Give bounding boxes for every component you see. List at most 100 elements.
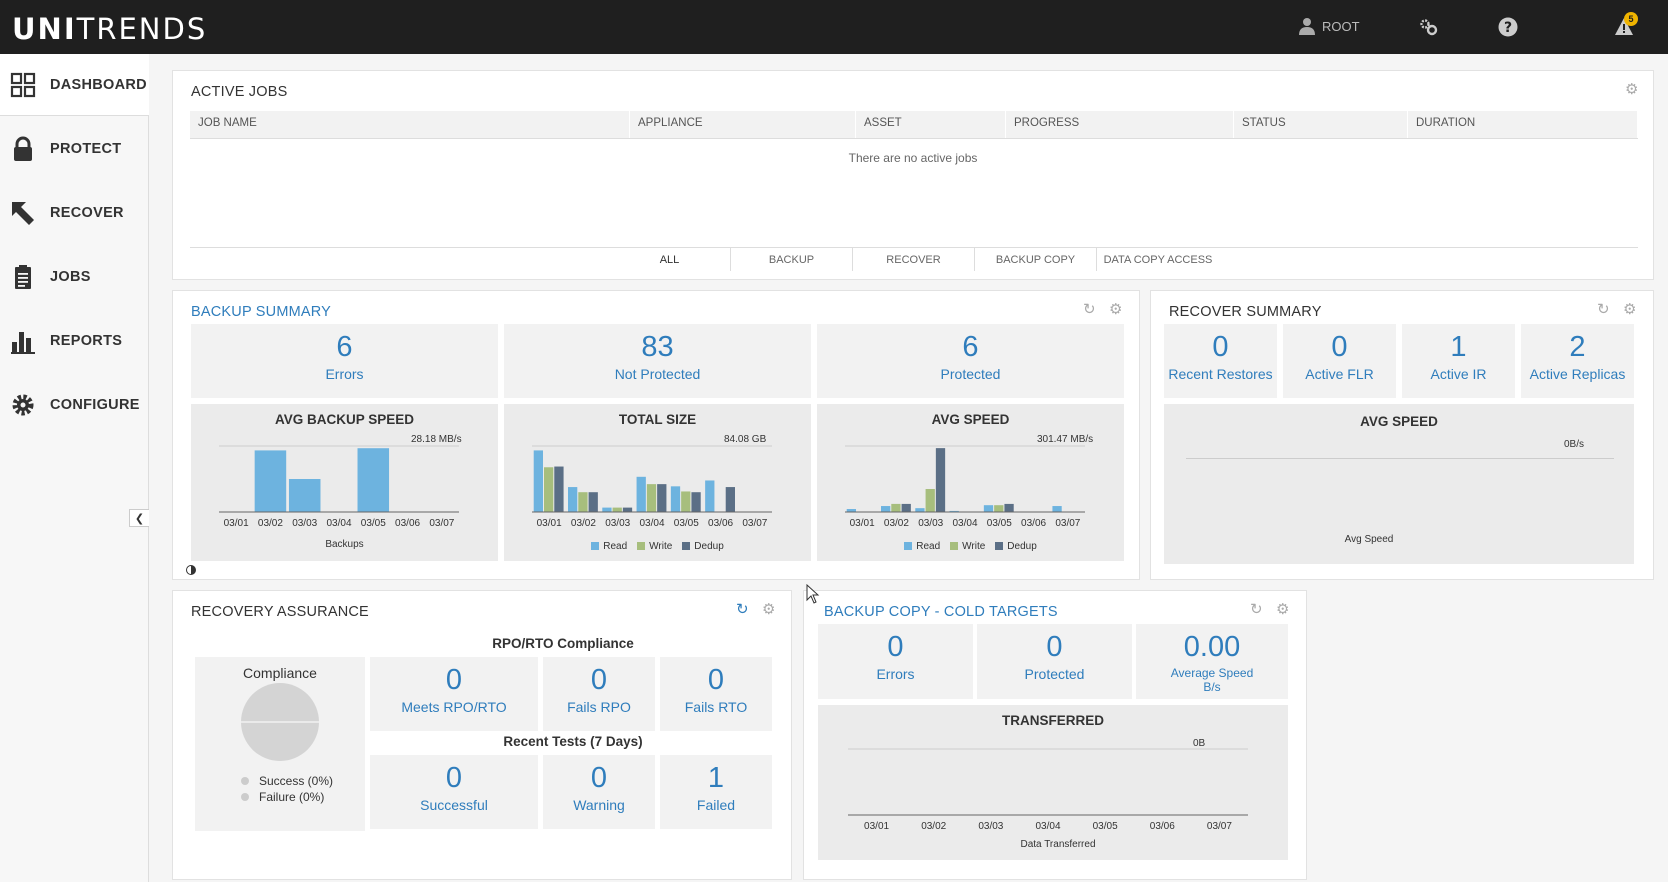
chart-bar <box>612 507 622 512</box>
clipboard-icon <box>15 265 31 289</box>
tile-label: Active Replicas <box>1529 366 1626 382</box>
sidebar-item-configure[interactable]: CONFIGURE <box>0 374 149 436</box>
column-header[interactable]: PROGRESS <box>1006 111 1234 138</box>
x-tick-label: 03/07 <box>429 518 454 529</box>
chart-bar <box>891 503 901 512</box>
chart-bar <box>935 448 946 512</box>
recover-arrow-icon <box>12 202 34 225</box>
chart-bar <box>670 486 681 512</box>
refresh-icon[interactable]: ↻ <box>1083 301 1096 318</box>
collapse-sidebar-button[interactable]: ❮ <box>129 509 149 527</box>
column-header[interactable]: DURATION <box>1408 111 1638 138</box>
x-tick-label: 03/02 <box>921 821 946 832</box>
svg-text:?: ? <box>1504 20 1512 36</box>
tab-backup[interactable]: BACKUP <box>731 248 853 271</box>
legend-success[interactable]: Success (0%) <box>241 774 333 788</box>
x-tick-label: 03/01 <box>537 518 562 529</box>
sidebar-item-dashboard[interactable]: DASHBOARD <box>0 54 149 116</box>
gear-icon[interactable]: ⚙ <box>762 601 776 618</box>
tile-label: Not Protected <box>614 366 701 382</box>
successful-tile[interactable]: 0 Successful <box>370 755 538 829</box>
total-size-chart: TOTAL SIZE 84.08 GB Read Write Dedup 03/… <box>504 404 811 561</box>
tab-data-copy-access[interactable]: DATA COPY ACCESS <box>1103 254 1213 266</box>
legend-write[interactable]: Write <box>950 541 985 552</box>
legend-failure[interactable]: Failure (0%) <box>241 790 324 804</box>
refresh-icon[interactable]: ↻ <box>1250 601 1263 618</box>
help-button[interactable]: ? <box>1498 17 1518 37</box>
errors-tile[interactable]: 6 Errors <box>191 324 498 398</box>
chart-bar <box>657 484 667 512</box>
legend-read[interactable]: Read <box>591 541 627 552</box>
tab-recover[interactable]: RECOVER <box>853 248 975 271</box>
column-header[interactable]: APPLIANCE <box>630 111 856 138</box>
gear-icon[interactable]: ⚙ <box>1625 81 1639 98</box>
compliance-pie[interactable] <box>195 657 365 831</box>
alerts-button[interactable]: 5 <box>1614 12 1638 37</box>
gear-icon[interactable]: ⚙ <box>1109 301 1123 318</box>
legend-read[interactable]: Read <box>904 541 940 552</box>
recent-restores-tile[interactable]: 0 Recent Restores <box>1164 324 1277 398</box>
x-tick-label: 03/07 <box>742 518 767 529</box>
sidebar-item-label: RECOVER <box>50 205 124 221</box>
logo-rest: TRENDS <box>76 12 208 46</box>
panel-title[interactable]: BACKUP SUMMARY <box>191 304 332 320</box>
chart-max-label: 84.08 GB <box>724 434 767 445</box>
column-header[interactable]: JOB NAME <box>190 111 630 138</box>
protected-tile[interactable]: 6 Protected <box>817 324 1124 398</box>
gear-icon[interactable]: ⚙ <box>1623 301 1637 318</box>
unitrends-logo[interactable]: UNITRENDS <box>12 12 207 46</box>
copy-protected-tile[interactable]: 0 Protected <box>977 624 1132 699</box>
legend-dedup[interactable]: Dedup <box>995 541 1037 552</box>
x-tick-label: 03/05 <box>1093 821 1118 832</box>
tab-backup-copy[interactable]: BACKUP COPY <box>975 248 1097 271</box>
chart-bar <box>681 491 691 512</box>
active-ir-tile[interactable]: 1 Active IR <box>1402 324 1515 398</box>
warning-tile[interactable]: 0 Warning <box>543 755 655 829</box>
panel-title[interactable]: BACKUP COPY - COLD TARGETS <box>824 604 1058 620</box>
copy-errors-tile[interactable]: 0 Errors <box>818 624 973 699</box>
chart-svg: 03/01 03/02 03/03 03/04 03/05 03/06 03/07 <box>845 445 1085 529</box>
settings-button[interactable] <box>1418 17 1438 37</box>
chart-svg: 03/01 03/02 03/03 03/04 03/05 03/06 03/07 <box>219 445 459 529</box>
tab-all[interactable]: ALL <box>609 248 731 271</box>
alert-icon <box>1615 18 1633 35</box>
jobs-table-header: JOB NAME APPLIANCE ASSET PROGRESS STATUS… <box>190 111 1638 139</box>
not-protected-tile[interactable]: 83 Not Protected <box>504 324 811 398</box>
tile-value: 0 <box>1212 331 1229 363</box>
fails-rto-tile[interactable]: 0 Fails RTO <box>660 657 772 731</box>
chart-svg: 03/01 03/02 03/03 03/04 03/05 03/06 03/07 <box>848 748 1248 832</box>
chart-max-label: 301.47 MB/s <box>1037 434 1094 445</box>
refresh-icon[interactable]: ↻ <box>1597 301 1610 318</box>
chart-bar <box>357 448 390 512</box>
chart-max-label: 28.18 MB/s <box>411 434 462 445</box>
column-header[interactable]: ASSET <box>856 111 1006 138</box>
fails-rpo-tile[interactable]: 0 Fails RPO <box>543 657 655 731</box>
tile-value: 0 <box>590 664 608 696</box>
failed-tile[interactable]: 1 Failed <box>660 755 772 829</box>
x-tick-label: 03/05 <box>674 518 699 529</box>
x-tick-label: 03/04 <box>1035 821 1060 832</box>
gear-icon[interactable]: ⚙ <box>1276 601 1290 618</box>
sidebar-item-recover[interactable]: RECOVER <box>0 182 149 244</box>
chart-xlabel: Data Transferred <box>1020 839 1096 850</box>
x-tick-label: 03/06 <box>395 518 420 529</box>
bar-chart-icon <box>11 332 35 354</box>
chart-max-label: 0B <box>1193 738 1206 749</box>
column-header[interactable]: STATUS <box>1234 111 1408 138</box>
tile-value: 0 <box>707 664 725 696</box>
user-menu[interactable]: ROOT <box>1298 17 1360 35</box>
active-flr-tile[interactable]: 0 Active FLR <box>1283 324 1396 398</box>
transferred-chart: TRANSFERRED 0B Data Transferred 03/01 03/… <box>818 705 1288 860</box>
sidebar-item-reports[interactable]: REPORTS <box>0 310 149 372</box>
chart-svg: 03/01 03/02 03/03 03/04 03/05 03/06 03/07 <box>532 445 772 529</box>
active-replicas-tile[interactable]: 2 Active Replicas <box>1521 324 1634 398</box>
sidebar-item-protect[interactable]: PROTECT <box>0 118 149 180</box>
legend-dedup[interactable]: Dedup <box>682 541 724 552</box>
meets-rpo-rto-tile[interactable]: 0 Meets RPO/RTO <box>370 657 538 731</box>
copy-average-speed-tile[interactable]: 0.00 Average Speed B/s <box>1136 624 1288 699</box>
chart-max-label: 0B/s <box>1564 439 1585 450</box>
legend-write[interactable]: Write <box>637 541 672 552</box>
refresh-icon[interactable]: ↻ <box>736 601 749 618</box>
recovery-assurance-panel: RECOVERY ASSURANCE ↻ ⚙ RPO/RTO Complianc… <box>172 590 792 880</box>
sidebar-item-jobs[interactable]: JOBS <box>0 246 149 308</box>
